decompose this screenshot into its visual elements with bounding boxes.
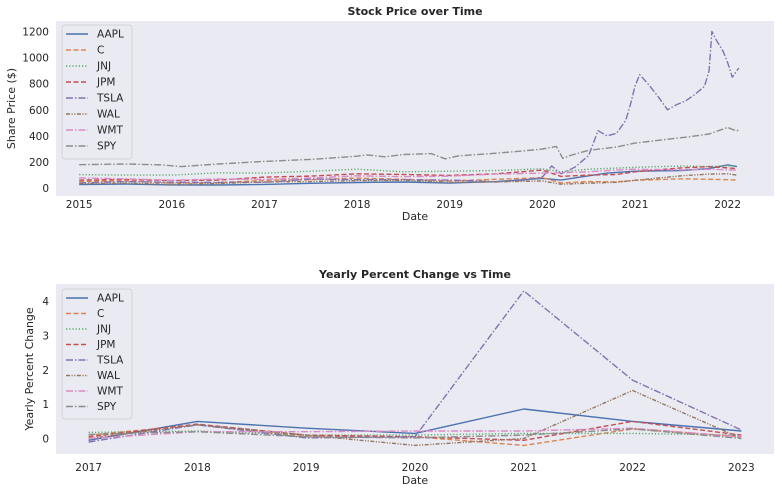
y-tick-label: 600 (29, 105, 49, 117)
series-line-aapl (88, 408, 742, 441)
legend-label: JNJ (96, 324, 111, 336)
x-tick-label: 2016 (158, 199, 185, 211)
legend-label: SPY (97, 401, 117, 413)
x-tick-label: 2019 (293, 462, 320, 474)
x-tick-label: 2017 (75, 462, 102, 474)
y-tick-label: 4 (42, 296, 49, 308)
x-tick-label: 2017 (251, 199, 278, 211)
legend-label: TSLA (96, 93, 124, 105)
legend-label: AAPL (97, 29, 124, 41)
series-group (79, 30, 740, 186)
x-tick-label: 2022 (714, 199, 741, 211)
x-tick-label: 2021 (510, 462, 537, 474)
x-axis-label: Date (402, 474, 429, 487)
x-tick-label: 2023 (728, 462, 755, 474)
y-tick-label: 2 (42, 365, 49, 377)
chart-title: Yearly Percent Change vs Time (318, 268, 511, 281)
legend-label: JNJ (96, 61, 111, 73)
x-tick-label: 2015 (66, 199, 93, 211)
legend-label: WAL (97, 109, 120, 121)
legend-label: SPY (97, 141, 117, 153)
legend-label: WAL (97, 370, 120, 382)
y-tick-label: 400 (29, 131, 49, 143)
legend: AAPL C JNJ JPM TSLA WAL WMT SPY (61, 288, 133, 420)
y-tick-label: 0 (42, 183, 49, 195)
y-tick-label: 0 (42, 434, 49, 446)
x-tick-label: 2019 (436, 199, 463, 211)
x-tick-label: 2018 (184, 462, 211, 474)
legend-label: JPM (96, 77, 116, 89)
x-axis-label: Date (402, 210, 429, 223)
legend-label: AAPL (97, 293, 124, 305)
legend-box (61, 24, 133, 160)
y-tick-label: 1000 (22, 53, 49, 65)
series-group (88, 290, 742, 447)
series-line-tsla (79, 30, 740, 184)
y-tick-label: 3 (42, 331, 49, 343)
legend-label: JPM (96, 339, 116, 351)
x-tick-label: 2020 (529, 199, 556, 211)
x-tick-label: 2020 (402, 462, 429, 474)
chart-title: Stock Price over Time (347, 5, 482, 18)
x-tick-label: 2021 (622, 199, 649, 211)
y-tick-label: 800 (29, 79, 49, 91)
y-axis-label: Yearly Percent Change (23, 307, 36, 432)
legend-label: TSLA (96, 355, 124, 367)
series-line-wal (88, 389, 742, 447)
y-tick-label: 1200 (22, 26, 49, 38)
legend-label: C (97, 45, 104, 57)
y-tick-label: 200 (29, 157, 49, 169)
series-line-wmt (88, 427, 742, 440)
x-tick-label: 2022 (619, 462, 646, 474)
y-tick-label: 1 (42, 399, 49, 411)
y-axis-label: Share Price ($) (5, 68, 18, 149)
series-line-spy (79, 126, 740, 168)
legend-label: WMT (97, 125, 123, 137)
series-line-wal (79, 173, 737, 185)
series-line-jnj (79, 165, 737, 176)
legend-box (61, 288, 133, 420)
x-tick-label: 2018 (344, 199, 371, 211)
legend: AAPL C JNJ JPM TSLA WAL WMT SPY (61, 24, 133, 160)
legend-label: C (97, 308, 104, 320)
legend-label: WMT (97, 386, 123, 398)
series-line-spy (88, 428, 742, 440)
chart-1: Stock Price over Time 2015 2016 2017 2018 201… (5, 5, 774, 223)
plot-area (56, 21, 774, 196)
series-line-wmt (79, 168, 737, 181)
